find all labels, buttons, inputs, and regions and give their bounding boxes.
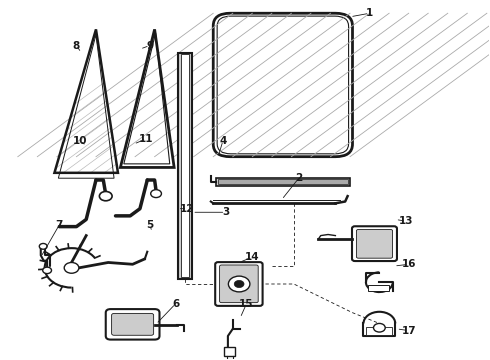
Text: 17: 17 <box>401 325 416 336</box>
Text: 9: 9 <box>146 41 153 50</box>
Text: 16: 16 <box>401 259 416 269</box>
Text: 12: 12 <box>180 204 195 214</box>
Circle shape <box>234 280 244 288</box>
Text: 4: 4 <box>220 136 227 145</box>
Text: 13: 13 <box>399 216 414 226</box>
Bar <box>216 178 350 186</box>
FancyBboxPatch shape <box>112 314 154 335</box>
Text: 6: 6 <box>172 299 179 309</box>
Bar <box>366 327 392 335</box>
FancyBboxPatch shape <box>356 229 392 258</box>
Text: 3: 3 <box>222 207 229 217</box>
Text: 7: 7 <box>56 220 63 230</box>
Circle shape <box>228 276 250 292</box>
Bar <box>177 53 192 279</box>
Circle shape <box>39 243 47 249</box>
Text: 11: 11 <box>139 134 153 144</box>
Circle shape <box>43 267 51 274</box>
Bar <box>181 54 189 277</box>
Text: 15: 15 <box>239 299 254 309</box>
Bar <box>217 16 348 154</box>
Circle shape <box>64 262 79 273</box>
Circle shape <box>151 190 161 198</box>
Circle shape <box>373 323 385 332</box>
Text: 1: 1 <box>366 8 373 18</box>
FancyBboxPatch shape <box>215 262 263 306</box>
FancyBboxPatch shape <box>106 309 159 339</box>
Text: 10: 10 <box>73 136 88 145</box>
Bar <box>218 179 347 184</box>
FancyBboxPatch shape <box>220 265 258 303</box>
Bar <box>224 347 235 356</box>
FancyBboxPatch shape <box>213 13 352 157</box>
Text: 8: 8 <box>73 41 80 50</box>
Text: 2: 2 <box>295 173 302 183</box>
FancyBboxPatch shape <box>217 16 348 154</box>
Circle shape <box>99 192 112 201</box>
Text: 14: 14 <box>245 252 260 262</box>
Text: 5: 5 <box>146 220 153 230</box>
FancyBboxPatch shape <box>352 226 397 261</box>
Bar <box>368 285 389 291</box>
